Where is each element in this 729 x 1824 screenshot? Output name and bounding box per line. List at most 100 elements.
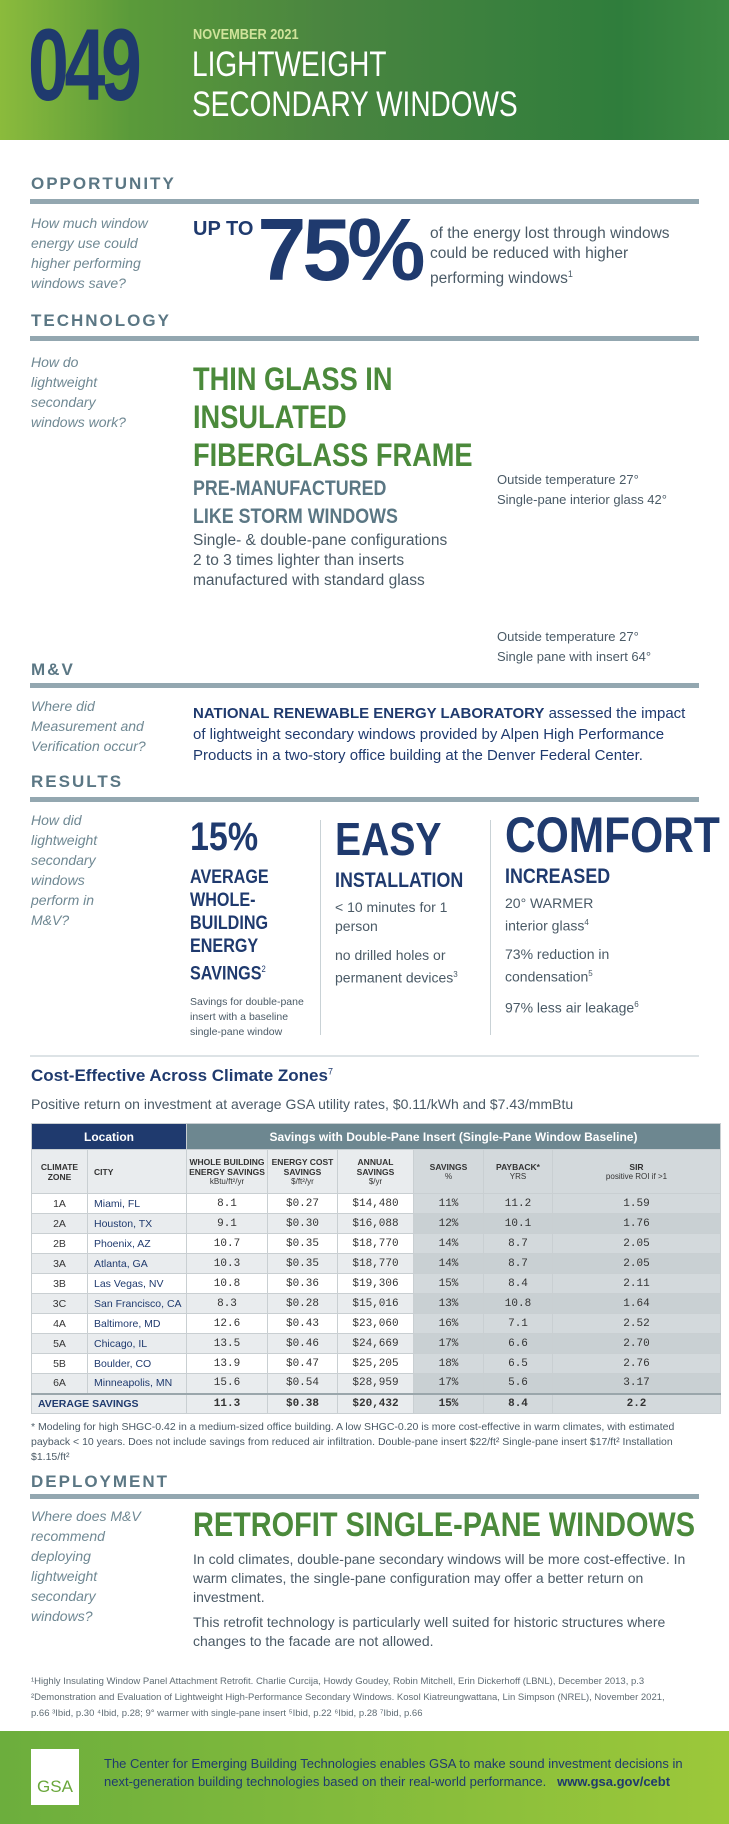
divider — [30, 1055, 699, 1057]
table-cell: $0.47 — [267, 1353, 338, 1374]
column-header: CLIMATE ZONE — [31, 1149, 88, 1194]
table-cell: 3A — [31, 1253, 88, 1274]
table-cell: 8.7 — [483, 1253, 553, 1274]
references: ¹Highly Insulating Window Panel Attachme… — [31, 1676, 665, 1719]
city-cell: Atlanta, GA — [87, 1253, 187, 1274]
table-cell: $23,060 — [337, 1313, 414, 1334]
table-row: 3A Atlanta, GA 10.3 $0.35 $18,770 14% 8.7 2.05 — [31, 1253, 721, 1274]
table-cell: 8.3 — [186, 1293, 268, 1314]
average-label: AVERAGE SAVINGS — [31, 1393, 187, 1414]
section-heading-mv: M&V — [31, 660, 75, 679]
city-cell: Las Vegas, NV — [87, 1273, 187, 1294]
deployment-p1: In cold climates, double-pane secondary … — [193, 1551, 686, 1605]
technology-question: How do lightweight secondary windows wor… — [31, 354, 126, 430]
image-caption: Outside temperature 27° Single-pane inter… — [497, 472, 667, 507]
average-cell: 2.2 — [552, 1393, 721, 1414]
table-cell: $0.28 — [267, 1293, 338, 1314]
opportunity-question: How much window energy use could higher … — [31, 215, 148, 291]
cost-title: Cost-Effective Across Climate Zones7 — [31, 1066, 333, 1085]
divider — [30, 1494, 699, 1499]
opportunity-text: of the energy lost through windows could… — [430, 225, 670, 288]
technology-subtitle: PRE-MANUFACTURED LIKE STORM WINDOWS — [193, 477, 398, 528]
city-cell: Boulder, CO — [87, 1353, 187, 1374]
divider — [30, 336, 699, 341]
table-cell: 1.76 — [552, 1213, 721, 1234]
table-cell: 2.11 — [552, 1273, 721, 1294]
section-heading-results: RESULTS — [31, 772, 124, 791]
section-heading-opportunity: OPPORTUNITY — [31, 174, 176, 193]
table-cell: 6A — [31, 1373, 88, 1394]
table-cell: $16,088 — [337, 1213, 414, 1234]
table-cell: $18,770 — [337, 1253, 414, 1274]
table-cell: 17% — [413, 1333, 484, 1354]
section-heading-technology: TECHNOLOGY — [31, 311, 171, 330]
table-cell: 15.6 — [186, 1373, 268, 1394]
table-cell: 7.1 — [483, 1313, 553, 1334]
city-cell: San Francisco, CA — [87, 1293, 187, 1314]
table-cell: 1A — [31, 1193, 88, 1214]
average-cell: 11.3 — [186, 1393, 268, 1414]
footer-link[interactable]: www.gsa.gov/cebt — [557, 1774, 671, 1789]
divider — [320, 820, 321, 1035]
header-banner: 049 NOVEMBER 2021 LIGHTWEIGHT SECONDARY … — [0, 0, 729, 140]
table-cell: 18% — [413, 1353, 484, 1374]
table-cell: 13.5 — [186, 1333, 268, 1354]
result-energy-savings: 15% AVERAGE WHOLE- BUILDING ENERGY SAVIN… — [190, 815, 304, 1039]
table-cell: $0.36 — [267, 1273, 338, 1294]
table-cell: 12% — [413, 1213, 484, 1234]
table-cell: 6.5 — [483, 1353, 553, 1374]
table-cell: 10.7 — [186, 1233, 268, 1254]
title-line-2: SECONDARY WINDOWS — [192, 85, 518, 124]
table-cell: 11% — [413, 1193, 484, 1214]
table-cell: 10.1 — [483, 1213, 553, 1234]
table-cell: 4A — [31, 1313, 88, 1334]
divider — [30, 797, 699, 802]
average-cell: $0.38 — [267, 1393, 338, 1414]
divider — [490, 820, 491, 1035]
table-row: 3B Las Vegas, NV 10.8 $0.36 $19,306 15% 8.4 2.1… — [31, 1273, 721, 1294]
table-row: 4A Baltimore, MD 12.6 $0.43 $23,060 16% 7.1 2.5… — [31, 1313, 721, 1334]
table-cell: $0.54 — [267, 1373, 338, 1394]
table-cell: 15% — [413, 1273, 484, 1294]
column-header: SIR positive ROI if >1 — [552, 1149, 721, 1194]
average-cell: $20,432 — [337, 1393, 414, 1414]
city-cell: Miami, FL — [87, 1193, 187, 1214]
table-row: 5B Boulder, CO 13.9 $0.47 $25,205 18% 6.5 2.76 — [31, 1353, 721, 1374]
table-cell: $15,016 — [337, 1293, 414, 1314]
column-header: CITY — [87, 1149, 187, 1194]
table-cell: 5.6 — [483, 1373, 553, 1394]
table-cell: 3.17 — [552, 1373, 721, 1394]
header-savings: Savings with Double-Pane Insert (Single-… — [186, 1123, 721, 1150]
result-comfort: COMFORT INCREASED 20° WARMER interior gl… — [505, 807, 720, 1016]
city-cell: Houston, TX — [87, 1213, 187, 1234]
technology-description: Single- & double-pane configurations 2 t… — [193, 532, 448, 589]
deployment-p2: This retrofit technology is particularly… — [193, 1614, 666, 1649]
table-cell: 3C — [31, 1293, 88, 1314]
issue-date: NOVEMBER 2021 — [193, 26, 299, 43]
footer-text: The Center for Emerging Building Technol… — [104, 1756, 683, 1789]
issue-number: 049 — [28, 8, 142, 122]
table-block: Location Savings with Double-Pane Insert… — [31, 1123, 721, 1465]
table-row: 6A Minneapolis, MN 15.6 $0.54 $28,959 17% 5.6 3… — [31, 1373, 721, 1394]
results-question: How did lightweight secondary windows pe… — [31, 812, 98, 928]
table-cell: $24,669 — [337, 1333, 414, 1354]
table-cell: 5B — [31, 1353, 88, 1374]
table-cell: $28,959 — [337, 1373, 414, 1394]
table-cell: $0.35 — [267, 1253, 338, 1274]
column-header: ENERGY COST SAVINGS $/ft²/yr — [267, 1149, 338, 1194]
thermal-image-single-pane — [497, 364, 698, 468]
column-header: PAYBACK* YRS — [483, 1149, 553, 1194]
gsa-logo[interactable]: GSA — [31, 1749, 79, 1805]
average-cell: 8.4 — [483, 1393, 553, 1414]
table-cell: 10.8 — [483, 1293, 553, 1314]
column-header: SAVINGS% — [413, 1149, 484, 1194]
table-cell: 2B — [31, 1233, 88, 1254]
table-row: 2A Houston, TX 9.1 $0.30 $16,088 12% 10.1 1.76 — [31, 1213, 721, 1234]
cost-subtitle: Positive return on investment at average… — [31, 1096, 574, 1112]
city-cell: Chicago, IL — [87, 1333, 187, 1354]
table-cell: 1.64 — [552, 1293, 721, 1314]
average-row: AVERAGE SAVINGS 11.3 $0.38 $20,432 15% 8.4 2.2 — [31, 1393, 721, 1414]
table-cell: 17% — [413, 1373, 484, 1394]
title-line-1: LIGHTWEIGHT — [192, 45, 387, 84]
table-cell: 8.1 — [186, 1193, 268, 1214]
